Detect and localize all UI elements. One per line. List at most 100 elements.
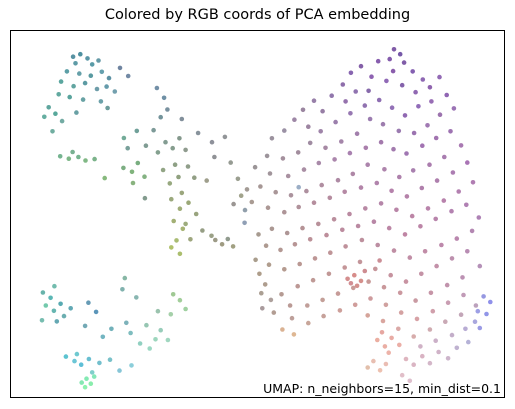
scatter-point [63,354,69,359]
scatter-point [169,245,174,250]
scatter-point [436,349,441,355]
scatter-point [61,313,67,319]
scatter-point [158,327,163,333]
scatter-point [397,342,402,348]
scatter-point [316,221,321,227]
scatter-point [414,316,420,322]
scatter-point [427,327,433,332]
scatter-point [219,242,225,247]
scatter-point [354,131,360,136]
scatter-point [358,185,364,190]
scatter-point [282,267,287,272]
scatter-point [68,306,73,311]
scatter-point [348,281,354,286]
scatter-point [326,271,332,277]
scatter-point [427,360,433,366]
scatter-point [244,187,250,192]
scatter-point [363,206,368,211]
scatter-point [473,303,479,308]
scatter-point [379,330,385,335]
scatter-point [454,345,460,351]
scatter-point [347,211,352,217]
scatter-point [403,279,409,284]
scatter-point [461,292,466,298]
scatter-point [366,279,371,284]
scatter-point [292,242,298,247]
scatter-point [80,97,86,102]
scatter-point [185,164,191,169]
scatter-point [79,380,84,385]
scatter-point [169,196,174,202]
scatter-point [85,56,90,61]
scatter-point [427,162,432,167]
scatter-point [437,112,443,117]
scatter-point [407,255,413,260]
scatter-point [67,94,72,100]
scatter-point [193,211,199,217]
scatter-point [285,173,291,179]
scatter-point [88,381,94,387]
scatter-point [213,237,218,243]
scatter-point [472,319,478,325]
scatter-point [155,150,161,155]
scatter-point [445,300,451,306]
scatter-point [109,326,114,332]
scatter-point [135,160,141,166]
scatter-point [380,318,386,324]
scatter-point [158,114,163,120]
scatter-point [371,219,377,224]
scatter-point [348,111,353,116]
scatter-point [186,200,191,205]
scatter-point [402,232,408,237]
scatter-point [386,225,392,231]
scatter-point [305,303,310,308]
scatter-point [381,284,387,290]
scatter-point [399,82,405,88]
scatter-point [144,322,149,328]
scatter-point [142,195,148,201]
scatter-point [418,344,423,349]
scatter-point [358,63,364,69]
scatter-point [377,258,382,263]
scatter-point [307,140,313,146]
scatter-point [456,189,462,194]
scatter-point [42,114,47,120]
scatter-point [342,265,348,270]
scatter-point [365,162,371,167]
scatter-point [306,320,311,326]
scatter-point [183,306,188,312]
scatter-point [342,189,348,195]
scatter-point [448,129,453,134]
scatter-point [434,178,440,183]
scatter-point [366,88,371,94]
scatter-point [389,335,394,341]
scatter-point [331,217,337,222]
scatter-point [259,290,264,296]
scatter-point [128,330,133,336]
scatter-point [297,261,303,267]
scatter-point [83,158,88,163]
scatter-point [404,151,409,156]
axes-frame [10,30,505,398]
scatter-point [222,134,228,140]
scatter-point [454,236,460,241]
scatter-point [481,294,486,299]
scatter-point [352,272,357,278]
scatter-point [153,337,158,342]
scatter-point [460,275,465,280]
scatter-point [419,185,425,191]
scatter-point [249,199,255,205]
scatter-point [82,323,88,329]
scatter-point [439,242,444,248]
scatter-point [56,92,61,97]
scatter-point [160,167,166,173]
scatter-point [165,337,171,343]
scatter-point [312,256,318,261]
scatter-point [362,103,368,108]
scatter-point [324,232,329,238]
scatter-point [437,74,442,80]
scatter-point [200,228,205,233]
scatter-point [204,178,209,183]
scatter-point [376,97,382,103]
scatter-point [449,332,455,338]
